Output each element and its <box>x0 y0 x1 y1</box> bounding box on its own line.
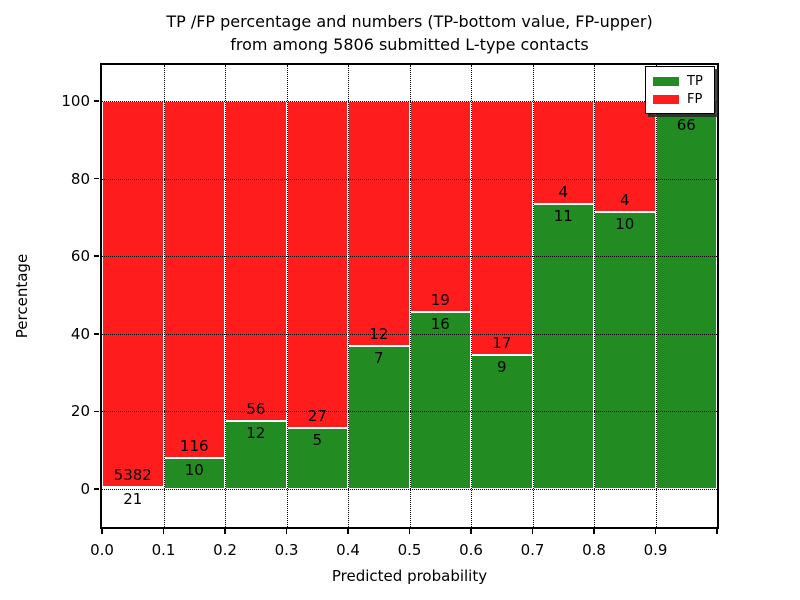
x-tick-label: 0.0 <box>90 541 114 559</box>
bar-segment-tp <box>594 211 656 489</box>
bar-segment-tp <box>102 487 164 490</box>
legend-entry-tp: TP <box>653 72 707 90</box>
x-tick-mark <box>531 529 534 534</box>
x-tick-mark <box>347 529 349 534</box>
gridline-horizontal <box>102 333 717 335</box>
gridline-horizontal <box>102 256 717 258</box>
gridline-vertical <box>655 65 657 527</box>
chart-title-line1: TP /FP percentage and numbers (TP-bottom… <box>166 12 653 31</box>
gridline-vertical <box>532 65 534 527</box>
x-tick-mark <box>654 529 657 534</box>
x-tick-label: 0.6 <box>459 541 483 559</box>
bar-segment-tp <box>471 354 533 489</box>
legend-label: FP <box>687 91 703 107</box>
gridline-vertical <box>594 65 595 527</box>
bar-segment-fp <box>348 101 410 347</box>
gridline-horizontal <box>102 101 717 102</box>
bar-segment-fp <box>532 101 594 205</box>
x-axis-label: Predicted probability <box>331 567 488 585</box>
bar-segment-tp <box>655 112 717 489</box>
x-tick-label: 0.9 <box>643 541 668 559</box>
y-tick-mark <box>94 177 99 180</box>
x-tick-mark <box>285 529 288 534</box>
x-tick-label: 0.2 <box>213 541 237 559</box>
x-tick-label: 0.3 <box>274 541 299 559</box>
y-tick-label: 80 <box>70 169 90 188</box>
y-tick-mark <box>94 100 99 102</box>
x-tick-label: 0.1 <box>151 541 176 559</box>
bar-segment-tp <box>286 428 348 489</box>
y-tick-label: 100 <box>61 92 90 110</box>
bar-segment-tp <box>163 458 225 489</box>
y-tick-mark <box>94 255 99 257</box>
bar-segment-fp <box>594 101 656 212</box>
y-tick-mark <box>94 488 99 490</box>
x-tick-mark <box>408 529 411 534</box>
plot-inner: 5382 21 116 10 56 12 27 5 12 7 19 16 17 9 4 11 4 10 66 <box>102 65 717 527</box>
x-tick-label: 0.4 <box>336 541 360 559</box>
gridline-vertical <box>163 65 165 527</box>
x-tick-label: 0.5 <box>397 541 422 559</box>
x-tick-label: 0.8 <box>582 541 606 559</box>
gridline-vertical <box>471 65 472 527</box>
bar-segment-fp <box>471 101 533 355</box>
x-tick-label: 0.7 <box>520 541 545 559</box>
gridline-horizontal <box>102 411 717 413</box>
legend-entry-fp: FP <box>653 90 707 108</box>
tp-legend-swatch <box>653 76 679 86</box>
gridline-vertical <box>348 65 349 527</box>
plot-area: 5382 21 116 10 56 12 27 5 12 7 19 16 17 9 4 11 4 10 66 <box>100 63 719 529</box>
bar-segment-fp <box>163 101 225 459</box>
bar-segment-fp <box>286 101 348 429</box>
x-tick-mark <box>101 529 103 534</box>
bar-segment-fp <box>102 101 164 488</box>
y-tick-label: 0 <box>80 480 90 498</box>
gridline-horizontal <box>102 178 717 180</box>
y-tick-mark <box>94 410 99 413</box>
gridline-vertical <box>409 65 411 527</box>
gridline-vertical <box>225 65 226 527</box>
x-tick-mark <box>224 529 226 534</box>
legend-label: TP <box>687 73 703 89</box>
gridline-horizontal <box>102 489 717 490</box>
y-tick-label: 60 <box>70 247 90 266</box>
chart-title-line2: from among 5806 submitted L-type contact… <box>230 35 589 55</box>
x-tick-mark <box>162 529 165 534</box>
y-tick-label: 40 <box>70 324 90 343</box>
y-tick-label: 20 <box>70 402 90 421</box>
bar-segment-fp <box>409 101 471 312</box>
chart-title: TP /FP percentage and numbers (TP-bottom… <box>100 10 719 56</box>
bar-segment-fp <box>225 101 287 421</box>
bar-segment-tp <box>409 311 471 489</box>
fp-legend-swatch <box>653 94 679 104</box>
bar-segment-tp <box>532 204 594 489</box>
bar-segment-tp <box>225 420 287 489</box>
x-tick-mark <box>470 529 472 534</box>
legend: TP FP <box>645 66 715 114</box>
x-tick-mark <box>716 529 718 534</box>
y-axis-label: Percentage <box>13 253 31 339</box>
x-tick-mark <box>593 529 595 534</box>
gridline-vertical <box>286 65 288 527</box>
bar-segment-tp <box>348 346 410 489</box>
y-tick-mark <box>94 333 99 335</box>
tp-count-label: 21 <box>123 490 143 509</box>
